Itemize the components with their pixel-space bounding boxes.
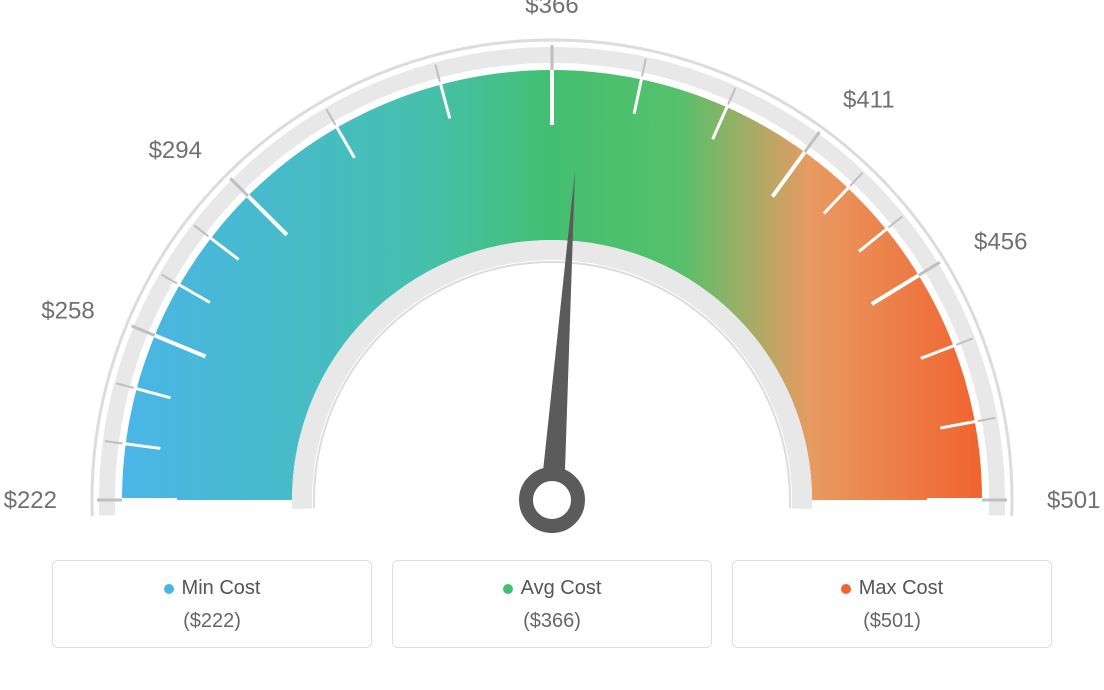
- legend-value-max: ($501): [743, 610, 1041, 633]
- gauge-hub: [526, 474, 578, 526]
- tick-label: $366: [525, 0, 578, 19]
- legend-card-avg: Avg Cost ($366): [392, 560, 712, 648]
- legend-row: Min Cost ($222) Avg Cost ($366) Max Cost…: [0, 560, 1104, 648]
- tick-label: $411: [843, 87, 895, 114]
- tick-label: $456: [974, 228, 1027, 255]
- legend-title-avg: Avg Cost: [503, 577, 602, 600]
- legend-title-min: Min Cost: [164, 577, 261, 600]
- legend-title-max: Max Cost: [841, 577, 943, 600]
- legend-card-min: Min Cost ($222): [52, 560, 372, 648]
- tick-label: $501: [1047, 487, 1100, 514]
- legend-title-text: Avg Cost: [521, 577, 602, 600]
- legend-card-max: Max Cost ($501): [732, 560, 1052, 648]
- legend-value-avg: ($366): [403, 610, 701, 633]
- tick-label: $258: [41, 298, 94, 325]
- dot-icon: [503, 584, 513, 594]
- legend-title-text: Min Cost: [182, 577, 261, 600]
- cost-gauge-chart: $222 $258 $294 $366 $411 $456 $501: [0, 0, 1104, 560]
- tick-label: $294: [149, 137, 202, 164]
- dot-icon: [841, 584, 851, 594]
- tick-label: $222: [4, 487, 57, 514]
- legend-title-text: Max Cost: [859, 577, 943, 600]
- dot-icon: [164, 584, 174, 594]
- gauge-svg: $222 $258 $294 $366 $411 $456 $501: [0, 0, 1104, 560]
- legend-value-min: ($222): [63, 610, 361, 633]
